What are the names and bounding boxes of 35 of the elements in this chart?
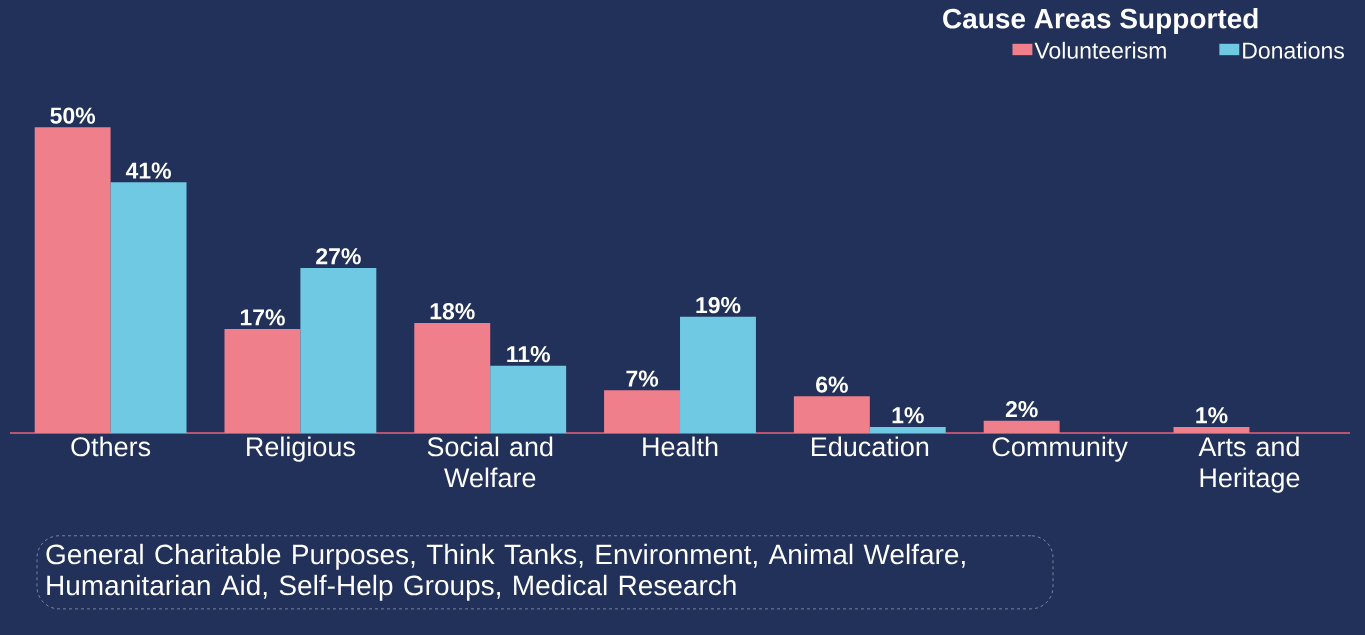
data-label: 1%	[1196, 407, 1228, 424]
bar	[490, 365, 567, 433]
bar	[34, 127, 111, 433]
x-tick-label: Religious	[247, 436, 355, 462]
data-label: 2%	[1005, 401, 1038, 418]
legend-title: Cause Areas Supported	[943, 8, 1258, 35]
x-tick-label: Health	[643, 436, 718, 457]
bar	[869, 426, 946, 433]
bar	[680, 316, 756, 433]
data-label: 18%	[430, 303, 475, 320]
bar	[793, 396, 870, 433]
data-label: 41%	[125, 162, 171, 179]
x-tick-label: Education	[811, 436, 929, 457]
data-label: 7%	[626, 370, 659, 387]
data-label: 1%	[892, 407, 924, 424]
bar	[604, 390, 681, 433]
data-label: 17%	[240, 309, 285, 326]
bar	[983, 420, 1060, 433]
data-label: 19%	[696, 297, 741, 314]
bar	[224, 329, 301, 433]
text: General Charitable Purposes, Think Tanks, Environment, Animal Welfare, Humanitarian Aid, Self-Help Groups, Medical Research	[46, 543, 965, 601]
legend-label: Volunteerism	[1034, 41, 1166, 59]
x-tick-label: Community	[992, 436, 1128, 462]
legend-label: Donations	[1243, 41, 1344, 59]
data-label: 11%	[507, 346, 550, 363]
data-label: 27%	[316, 248, 361, 265]
bar	[414, 322, 491, 433]
bar	[110, 182, 187, 433]
data-label: 6%	[816, 376, 848, 393]
data-label: 50%	[50, 107, 96, 124]
x-tick-label: Others	[71, 436, 151, 457]
bar	[300, 267, 377, 433]
x-tick-label: Social and Welfare	[427, 436, 553, 488]
x-tick-label: Arts and Heritage	[1198, 436, 1300, 493]
bar	[1173, 426, 1250, 433]
